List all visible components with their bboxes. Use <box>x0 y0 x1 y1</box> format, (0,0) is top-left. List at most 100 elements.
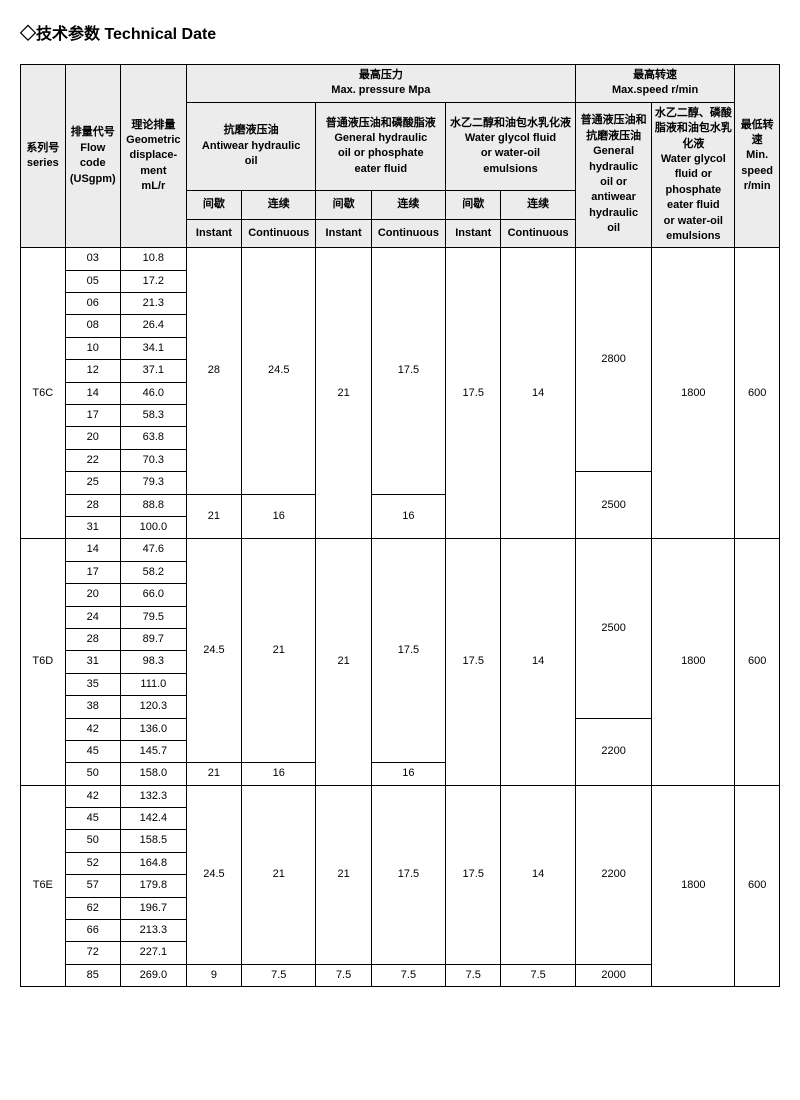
cell: 17.5 <box>446 785 501 964</box>
cell: 24.5 <box>186 785 241 964</box>
cell-series: T6C <box>21 248 66 539</box>
cell-code: 17 <box>65 561 120 583</box>
hdr-flowcode: 排量代号Flowcode(USgpm) <box>65 65 120 248</box>
hdr-maxspeed: 最高转速Max.speed r/min <box>575 65 734 103</box>
cell: 16 <box>242 494 316 539</box>
cell-disp: 142.4 <box>120 808 186 830</box>
cell: 21 <box>316 785 371 964</box>
cell-code: 28 <box>65 628 120 650</box>
hdr-instant-en: Instant <box>186 219 241 248</box>
cell-code: 62 <box>65 897 120 919</box>
hdr-series: 系列号series <box>21 65 66 248</box>
cell: 17.5 <box>446 539 501 785</box>
cell: 2000 <box>575 964 652 986</box>
cell: 16 <box>371 763 445 785</box>
cell-code: 57 <box>65 875 120 897</box>
cell: 21 <box>316 539 371 785</box>
cell-disp: 158.0 <box>120 763 186 785</box>
cell-code: 42 <box>65 718 120 740</box>
cell-code: 24 <box>65 606 120 628</box>
cell-code: 42 <box>65 785 120 807</box>
cell-code: 72 <box>65 942 120 964</box>
cell-disp: 34.1 <box>120 337 186 359</box>
hdr-speed-glycol: 水乙二醇、磷酸脂液和油包水乳化液Water glycolfluid orphos… <box>652 102 735 248</box>
page-title: ◇技术参数 Technical Date <box>20 20 780 44</box>
cell: 21 <box>186 763 241 785</box>
cell: 17.5 <box>446 248 501 539</box>
cell: 2800 <box>575 248 652 472</box>
hdr-cont-cn: 连续 <box>242 190 316 219</box>
cell: 17.5 <box>371 539 445 763</box>
cell-code: 05 <box>65 270 120 292</box>
hdr-geo: 理论排量Geometricdisplace-mentmL/r <box>120 65 186 248</box>
cell: 24.5 <box>186 539 241 763</box>
cell-code: 17 <box>65 405 120 427</box>
cell-code: 28 <box>65 494 120 516</box>
cell: 600 <box>735 248 780 539</box>
cell-code: 52 <box>65 852 120 874</box>
cell-disp: 17.2 <box>120 270 186 292</box>
cell-code: 35 <box>65 673 120 695</box>
hdr-instant-cn: 间歇 <box>446 190 501 219</box>
cell-code: 45 <box>65 740 120 762</box>
cell-disp: 58.2 <box>120 561 186 583</box>
cell-disp: 100.0 <box>120 516 186 538</box>
cell: 24.5 <box>242 248 316 494</box>
hdr-cont-en: Continuous <box>242 219 316 248</box>
cell: 9 <box>186 964 241 986</box>
cell-disp: 37.1 <box>120 360 186 382</box>
cell-disp: 46.0 <box>120 382 186 404</box>
cell-code: 14 <box>65 539 120 561</box>
cell: 600 <box>735 539 780 785</box>
cell-disp: 132.3 <box>120 785 186 807</box>
hdr-cont-cn: 连续 <box>501 190 575 219</box>
cell: 600 <box>735 785 780 987</box>
hdr-instant-en: Instant <box>446 219 501 248</box>
hdr-speed-oil: 普通液压油和抗磨液压油Generalhydraulicoil orantiwea… <box>575 102 652 248</box>
hdr-instant-cn: 间歇 <box>186 190 241 219</box>
cell-code: 66 <box>65 920 120 942</box>
cell: 7.5 <box>501 964 575 986</box>
cell: 16 <box>371 494 445 539</box>
cell-disp: 164.8 <box>120 852 186 874</box>
cell-disp: 179.8 <box>120 875 186 897</box>
cell: 7.5 <box>371 964 445 986</box>
cell: 21 <box>242 785 316 964</box>
cell-disp: 145.7 <box>120 740 186 762</box>
cell: 17.5 <box>371 785 445 964</box>
cell-disp: 58.3 <box>120 405 186 427</box>
cell-code: 25 <box>65 472 120 494</box>
cell-disp: 10.8 <box>120 248 186 270</box>
cell-code: 85 <box>65 964 120 986</box>
hdr-cont-en: Continuous <box>371 219 445 248</box>
cell-code: 50 <box>65 830 120 852</box>
cell: 16 <box>242 763 316 785</box>
cell-code: 12 <box>65 360 120 382</box>
cell-disp: 89.7 <box>120 628 186 650</box>
hdr-cont-cn: 连续 <box>371 190 445 219</box>
cell-code: 06 <box>65 293 120 315</box>
cell-code: 20 <box>65 584 120 606</box>
cell: 14 <box>501 248 575 539</box>
cell: 2200 <box>575 718 652 785</box>
cell-disp: 88.8 <box>120 494 186 516</box>
cell-code: 08 <box>65 315 120 337</box>
hdr-general: 普通液压油和磷酸脂液General hydraulicoil or phosph… <box>316 102 446 190</box>
hdr-instant-cn: 间歇 <box>316 190 371 219</box>
cell: 28 <box>186 248 241 494</box>
cell-disp: 26.4 <box>120 315 186 337</box>
cell: 14 <box>501 785 575 964</box>
cell-series: T6D <box>21 539 66 785</box>
cell: 1800 <box>652 785 735 987</box>
cell-code: 38 <box>65 696 120 718</box>
cell-disp: 98.3 <box>120 651 186 673</box>
hdr-antiwear: 抗磨液压油Antiwear hydraulicoil <box>186 102 316 190</box>
cell-disp: 66.0 <box>120 584 186 606</box>
cell-code: 50 <box>65 763 120 785</box>
cell: 21 <box>316 248 371 539</box>
cell-code: 31 <box>65 651 120 673</box>
cell-code: 45 <box>65 808 120 830</box>
cell-disp: 269.0 <box>120 964 186 986</box>
cell-disp: 70.3 <box>120 449 186 471</box>
cell-code: 20 <box>65 427 120 449</box>
